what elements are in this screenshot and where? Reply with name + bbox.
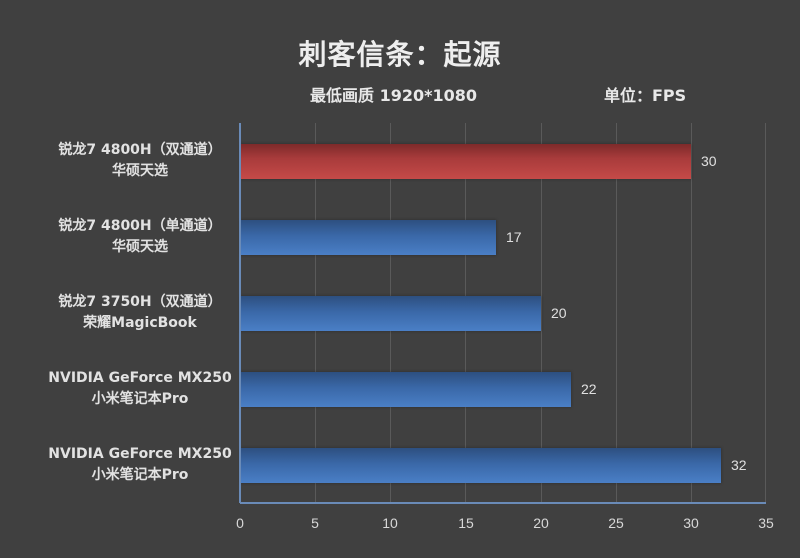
data-label: 22 [581, 381, 597, 397]
x-tick-label: 15 [458, 515, 474, 531]
category-line1: NVIDIA GeForce MX250 [48, 446, 232, 462]
x-tick-label: 25 [608, 515, 624, 531]
category-line1: 锐龙7 4800H（双通道） [58, 142, 222, 158]
category-label: NVIDIA GeForce MX250 小米笔记本Pro [40, 444, 240, 486]
bar [241, 296, 541, 331]
category-line1: 锐龙7 4800H（单通道） [58, 218, 222, 234]
gridline [541, 123, 542, 503]
gridline [765, 123, 766, 503]
chart-subtitle-settings: 最低画质 1920*1080 [310, 86, 478, 105]
bar [241, 372, 571, 407]
x-tick-label: 20 [533, 515, 549, 531]
category-line2: 小米笔记本Pro [91, 467, 189, 483]
category-label: 锐龙7 4800H（双通道） 华硕天选 [40, 140, 240, 182]
gridline [691, 123, 692, 503]
chart-title: 刺客信条：起源 [298, 38, 502, 71]
x-tick-label: 35 [758, 515, 774, 531]
x-tick-label: 5 [311, 515, 319, 531]
data-label: 17 [506, 229, 522, 245]
category-label: 锐龙7 3750H（双通道） 荣耀MagicBook [40, 292, 240, 334]
bar [241, 220, 496, 255]
data-label: 30 [701, 153, 717, 169]
category-line1: 锐龙7 3750H（双通道） [58, 294, 222, 310]
gridline [616, 123, 617, 503]
plot-area: 30 17 20 22 32 [239, 123, 766, 504]
x-tick-label: 0 [236, 515, 244, 531]
x-tick-label: 30 [683, 515, 699, 531]
y-axis-line [239, 123, 241, 503]
chart-subtitle-unit: 单位：FPS [604, 86, 687, 105]
data-label: 20 [551, 305, 567, 321]
category-line2: 荣耀MagicBook [83, 315, 197, 331]
category-line1: NVIDIA GeForce MX250 [48, 370, 232, 386]
category-label: NVIDIA GeForce MX250 小米笔记本Pro [40, 368, 240, 410]
x-axis-line [240, 502, 766, 504]
category-label: 锐龙7 4800H（单通道） 华硕天选 [40, 216, 240, 258]
bar-highlight [241, 144, 691, 179]
category-line2: 华硕天选 [112, 239, 168, 255]
category-line2: 华硕天选 [112, 163, 168, 179]
category-line2: 小米笔记本Pro [91, 391, 189, 407]
data-label: 32 [731, 457, 747, 473]
x-tick-label: 10 [382, 515, 398, 531]
bar [241, 448, 721, 483]
